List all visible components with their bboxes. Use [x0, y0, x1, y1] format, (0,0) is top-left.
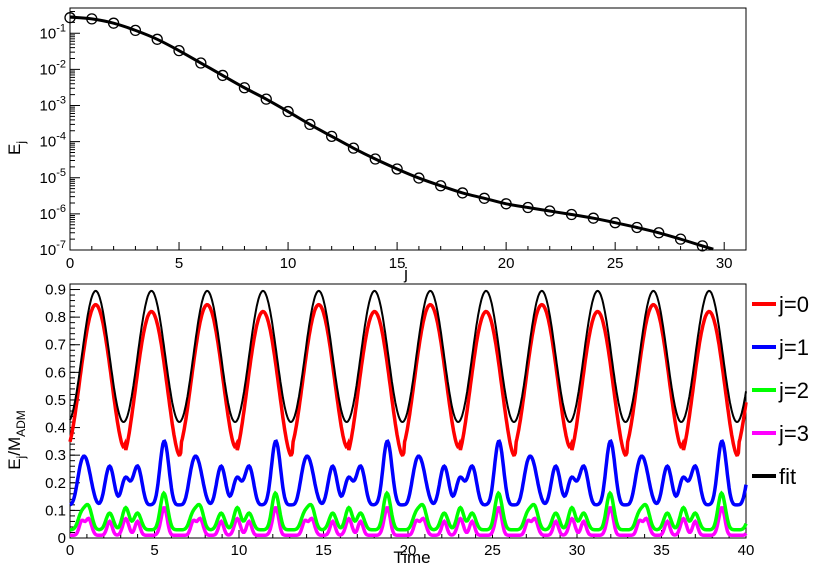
top-data-point	[347, 142, 360, 154]
top-data-point	[260, 93, 272, 105]
top-data-point	[609, 217, 621, 229]
top-x-tick-label: 10	[280, 255, 297, 272]
top-data-point	[282, 105, 294, 118]
top-data-point	[413, 172, 425, 184]
top-series	[64, 12, 714, 252]
series-j-1-line	[69, 439, 748, 507]
top-data-point	[391, 163, 403, 175]
top-data-point	[107, 17, 120, 29]
top-data-point	[195, 57, 207, 69]
top-data-point	[326, 130, 338, 142]
top-data-point	[565, 208, 578, 221]
top-data-point	[151, 33, 163, 45]
top-data-point	[653, 227, 665, 239]
series-fit-line	[69, 289, 747, 424]
top-data-point	[456, 187, 469, 199]
top-x-tick-label: 30	[716, 255, 733, 272]
top-data-point	[544, 205, 556, 217]
bottom-x-tick-label: 25	[484, 542, 501, 559]
top-data-point	[674, 233, 687, 245]
top-data-point	[522, 201, 534, 214]
bottom-y-tick-label: 0.5	[45, 392, 66, 409]
top-y-tick-label: 10-4	[40, 131, 66, 151]
series-j-0-line	[68, 302, 748, 457]
bottom-x-tick-label: 20	[400, 542, 417, 559]
bottom-x-tick-label: 5	[150, 542, 158, 559]
top-data-point	[587, 212, 600, 224]
top-x-tick-label: 15	[389, 255, 406, 272]
legend-label: j=0	[778, 292, 809, 317]
top-data-point	[631, 221, 643, 234]
bottom-y-tick-label: 0.6	[45, 364, 66, 381]
bottom-y-tick-label: 0.2	[45, 475, 66, 492]
legend-label: j=1	[778, 335, 809, 360]
top-data-point	[216, 69, 229, 82]
bottom-y-tick-label: 0	[58, 530, 66, 547]
top-fit-line	[69, 15, 714, 251]
top-y-tick-label: 10-5	[40, 167, 66, 187]
top-plot-frame	[69, 7, 747, 251]
top-y-tick-label: 10-3	[40, 95, 66, 115]
bottom-x-axis-label: Time	[393, 548, 430, 565]
bottom-y-axis-label: Ej/MADM	[5, 410, 28, 470]
top-data-point	[369, 153, 381, 165]
bottom-y-tick-label: 0.7	[45, 337, 66, 354]
series-j-2-line	[70, 490, 748, 532]
top-data-point	[86, 13, 98, 25]
bottom-y-tick-label: 0.9	[45, 282, 66, 299]
top-x-tick-label: 5	[175, 255, 183, 272]
series-j-3-line	[70, 506, 748, 537]
top-axes: 0 5 10 15 20 25 30 10-7 10-6 10-5 10-4 10-3 10-2 10-1	[40, 7, 747, 272]
legend-label: j=2	[778, 378, 809, 403]
top-x-tick-label: 0	[66, 255, 74, 272]
legend-label: j=3	[778, 421, 809, 446]
top-panel: 0 5 10 15 20 25 30 10-7 10-6 10-5 10-4 10-3 10-2 10-1…	[5, 7, 747, 283]
bottom-x-tick-label: 10	[231, 542, 248, 559]
legend-label: fit	[779, 464, 796, 489]
top-data-point	[173, 44, 185, 57]
bottom-x-tick-label: 30	[569, 542, 586, 559]
bottom-y-tick-label: 0.8	[45, 309, 66, 326]
bottom-x-tick-label: 0	[66, 542, 74, 559]
top-y-tick-label: 10-6	[40, 203, 66, 223]
top-data-point	[129, 24, 142, 37]
top-y-tick-label: 10-1	[40, 22, 66, 42]
bottom-y-tick-label: 0.1	[45, 502, 66, 519]
top-data-point	[696, 240, 709, 252]
bottom-x-tick-label: 40	[738, 542, 755, 559]
bottom-x-tick-label: 15	[315, 542, 332, 559]
bottom-y-tick-label: 0.4	[45, 420, 66, 437]
top-x-tick-label: 20	[498, 255, 515, 272]
top-x-axis-label: j	[403, 264, 408, 283]
legend: j=0 j=1 j=2 j=3 fit	[752, 292, 809, 489]
bottom-x-tick-label: 35	[653, 542, 670, 559]
top-data-point	[435, 180, 447, 192]
bottom-panel: 0 5 10 15 20 25 30 35 40 0 0.1 0.2 0.3 0.4 0.5 0.6 0.7 0.…	[5, 282, 754, 565]
top-data-point	[64, 12, 76, 24]
top-data-point	[238, 82, 251, 94]
top-data-point	[304, 118, 316, 131]
top-x-tick-label: 25	[607, 255, 624, 272]
top-data-point	[500, 198, 512, 210]
top-data-point	[478, 192, 490, 204]
bottom-y-tick-label: 0.3	[45, 447, 66, 464]
top-y-tick-label: 10-2	[40, 58, 66, 78]
bottom-series	[68, 289, 748, 537]
top-y-axis-label: Ej	[5, 141, 28, 155]
top-y-tick-label: 10-7	[40, 239, 66, 259]
